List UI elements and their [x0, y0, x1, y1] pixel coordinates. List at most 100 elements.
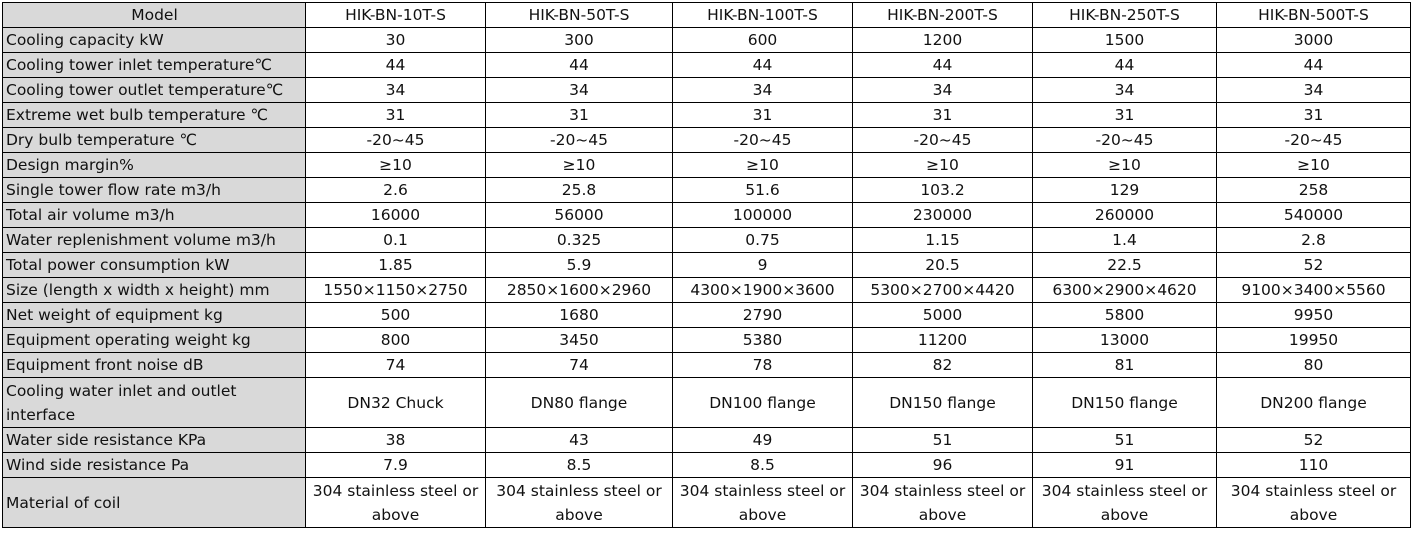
- table-cell: 74: [305, 352, 486, 378]
- row-label: Cooling tower outlet temperature℃: [2, 77, 306, 103]
- table-cell: DN200 flange: [1216, 377, 1411, 428]
- table-cell: -20~45: [485, 127, 673, 153]
- table-cell: 34: [1032, 77, 1217, 103]
- model-header: HIK-BN-10T-S: [305, 2, 486, 28]
- row-label: Material of coil: [2, 477, 306, 528]
- header-model-label: Model: [2, 2, 306, 28]
- row-label: Cooling water inlet and outlet interface: [2, 377, 306, 428]
- table-cell: 25.8: [485, 177, 673, 203]
- table-cell: 43: [485, 427, 673, 453]
- model-header: HIK-BN-50T-S: [485, 2, 673, 28]
- table-cell: 31: [305, 102, 486, 128]
- table-cell: 304 stainless steel or above: [485, 477, 673, 528]
- table-cell: 96: [852, 452, 1033, 478]
- table-row: Water replenishment volume m3/h 0.1 0.325 0…: [2, 227, 1411, 253]
- table-row: Wind side resistance Pa 7.9 8.5 8.5 96 91 110: [2, 452, 1411, 478]
- table-row: Single tower flow rate m3/h 2.6 25.8 51.6 10…: [2, 177, 1411, 203]
- table-cell: 0.1: [305, 227, 486, 253]
- table-cell: 51.6: [672, 177, 853, 203]
- table-cell: 304 stainless steel or above: [672, 477, 853, 528]
- spec-table-body: Cooling capacity kW 30 300 600 1200 1500 3000 C…: [2, 27, 1411, 528]
- table-row: Total power consumption kW 1.85 5.9 9 20.5 22…: [2, 252, 1411, 278]
- table-cell: 1550×1150×2750: [305, 277, 486, 303]
- table-cell: 5.9: [485, 252, 673, 278]
- table-cell: 31: [672, 102, 853, 128]
- table-row: Extreme wet bulb temperature ℃ 31 31 31 31 31…: [2, 102, 1411, 128]
- table-cell: 31: [852, 102, 1033, 128]
- table-row: Cooling capacity kW 30 300 600 1200 1500 3000: [2, 27, 1411, 53]
- table-cell: 9950: [1216, 302, 1411, 328]
- table-cell: 91: [1032, 452, 1217, 478]
- table-cell: ≥10: [485, 152, 673, 178]
- table-row: Total air volume m3/h 16000 56000 100000 230…: [2, 202, 1411, 228]
- table-cell: 800: [305, 327, 486, 353]
- table-cell: 81: [1032, 352, 1217, 378]
- row-label: Equipment operating weight kg: [2, 327, 306, 353]
- table-cell: 9: [672, 252, 853, 278]
- table-cell: 19950: [1216, 327, 1411, 353]
- table-cell: ≥10: [852, 152, 1033, 178]
- row-label: Single tower flow rate m3/h: [2, 177, 306, 203]
- table-cell: 0.325: [485, 227, 673, 253]
- row-label: Equipment front noise dB: [2, 352, 306, 378]
- table-cell: 44: [672, 52, 853, 78]
- table-cell: DN80 flange: [485, 377, 673, 428]
- table-cell: 9100×3400×5560: [1216, 277, 1411, 303]
- table-cell: 16000: [305, 202, 486, 228]
- table-cell: 500: [305, 302, 486, 328]
- table-cell: 304 stainless steel or above: [305, 477, 486, 528]
- table-cell: 34: [1216, 77, 1411, 103]
- table-cell: 44: [305, 52, 486, 78]
- table-cell: 129: [1032, 177, 1217, 203]
- table-cell: 34: [305, 77, 486, 103]
- table-cell: 44: [1216, 52, 1411, 78]
- table-cell: 51: [1032, 427, 1217, 453]
- row-label: Size (length x width x height) mm: [2, 277, 306, 303]
- table-cell: 230000: [852, 202, 1033, 228]
- table-cell: ≥10: [1032, 152, 1217, 178]
- table-cell: 34: [852, 77, 1033, 103]
- table-row: Net weight of equipment kg 500 1680 2790 500…: [2, 302, 1411, 328]
- table-cell: 5300×2700×4420: [852, 277, 1033, 303]
- table-cell: 258: [1216, 177, 1411, 203]
- table-cell: 2.6: [305, 177, 486, 203]
- row-label: Total power consumption kW: [2, 252, 306, 278]
- row-label: Water replenishment volume m3/h: [2, 227, 306, 253]
- table-cell: 44: [485, 52, 673, 78]
- table-cell: 6300×2900×4620: [1032, 277, 1217, 303]
- table-cell: 20.5: [852, 252, 1033, 278]
- table-cell: 304 stainless steel or above: [1032, 477, 1217, 528]
- table-cell: 540000: [1216, 202, 1411, 228]
- table-cell: 13000: [1032, 327, 1217, 353]
- table-cell: 31: [1216, 102, 1411, 128]
- table-cell: 2.8: [1216, 227, 1411, 253]
- table-row: Size (length x width x height) mm 1550×11…: [2, 277, 1411, 303]
- table-cell: 38: [305, 427, 486, 453]
- model-header: HIK-BN-100T-S: [672, 2, 853, 28]
- table-cell: 49: [672, 427, 853, 453]
- table-cell: 2790: [672, 302, 853, 328]
- table-row: Material of coil 304 stainless steel or a…: [2, 477, 1411, 528]
- table-cell: 44: [1032, 52, 1217, 78]
- table-cell: ≥10: [1216, 152, 1411, 178]
- table-cell: 304 stainless steel or above: [852, 477, 1033, 528]
- row-label: Dry bulb temperature ℃: [2, 127, 306, 153]
- table-cell: 100000: [672, 202, 853, 228]
- table-cell: 3000: [1216, 27, 1411, 53]
- row-label: Net weight of equipment kg: [2, 302, 306, 328]
- table-cell: ≥10: [305, 152, 486, 178]
- row-label: Cooling capacity kW: [2, 27, 306, 53]
- table-row: Cooling water inlet and outlet interface…: [2, 377, 1411, 428]
- table-cell: 1680: [485, 302, 673, 328]
- table-cell: DN32 Chuck: [305, 377, 486, 428]
- table-cell: 1200: [852, 27, 1033, 53]
- table-cell: 1.85: [305, 252, 486, 278]
- table-cell: -20~45: [672, 127, 853, 153]
- table-cell: 0.75: [672, 227, 853, 253]
- row-label: Wind side resistance Pa: [2, 452, 306, 478]
- table-cell: 80: [1216, 352, 1411, 378]
- table-cell: 56000: [485, 202, 673, 228]
- table-row: Cooling tower inlet temperature℃ 44 44 44 44…: [2, 52, 1411, 78]
- table-cell: 1.15: [852, 227, 1033, 253]
